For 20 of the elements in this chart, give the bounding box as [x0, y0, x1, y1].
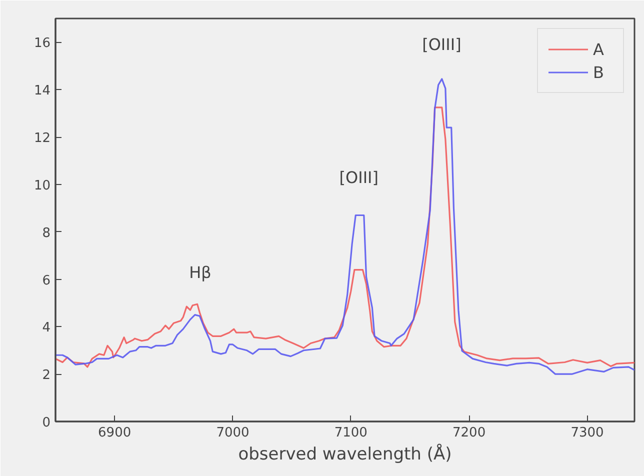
- y-tick-label: 8: [42, 226, 51, 241]
- y-tick-label: 14: [34, 84, 51, 99]
- y-tick-label: 2: [42, 368, 51, 384]
- x-axis-title: observed wavelength (Å): [238, 444, 452, 464]
- annotation: Hβ: [189, 262, 212, 282]
- legend-label: A: [593, 40, 605, 58]
- y-tick-label: 10: [34, 178, 51, 194]
- x-tick-label: 7300: [570, 426, 604, 440]
- annotation: [OIII]: [422, 35, 462, 54]
- annotation: [OIII]: [339, 168, 379, 187]
- y-tick-label: 4: [42, 320, 51, 336]
- x-tick-label: 7200: [452, 426, 486, 440]
- y-tick-label: 0: [42, 416, 51, 430]
- x-tick-label: 6900: [98, 426, 132, 440]
- x-tick-label: 7100: [334, 426, 368, 440]
- y-tick-label: 6: [42, 273, 51, 288]
- x-tick-label: 7000: [216, 426, 250, 440]
- legend-label: B: [593, 62, 605, 82]
- y-tick-label: 16: [34, 36, 51, 52]
- y-tick-label: 12: [34, 131, 51, 146]
